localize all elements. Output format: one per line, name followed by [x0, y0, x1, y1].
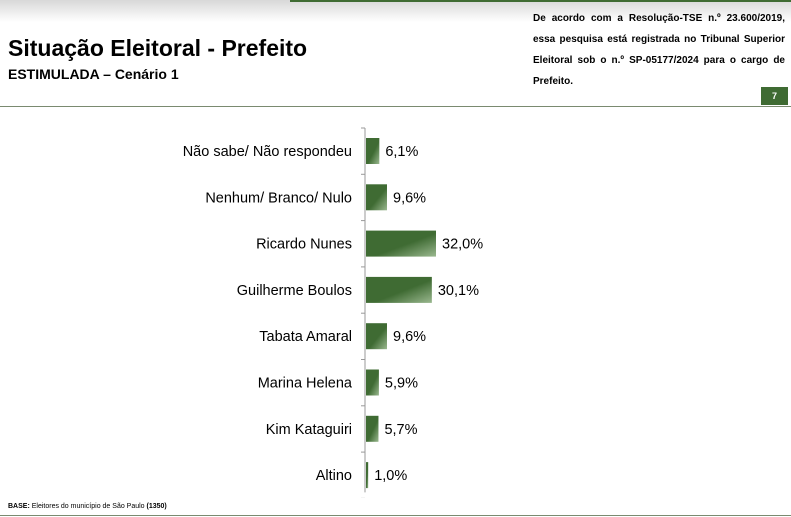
bar	[366, 230, 436, 257]
base-count: (1350)	[146, 503, 167, 510]
value-label: 9,6%	[393, 190, 426, 206]
header-accent-line	[290, 0, 791, 2]
bar	[366, 138, 380, 164]
bar	[366, 184, 387, 211]
page-subtitle: ESTIMULADA – Cenário 1	[8, 66, 179, 82]
header-divider	[0, 106, 791, 107]
page-title: Situação Eleitoral - Prefeito	[8, 35, 308, 61]
value-label: 32,0%	[442, 237, 483, 253]
value-label: 9,6%	[393, 329, 426, 345]
bar	[366, 462, 369, 489]
footer-divider	[0, 515, 791, 516]
category-label: Ricardo Nunes	[256, 237, 352, 253]
base-label: BASE:	[8, 503, 30, 510]
category-label: Guilherme Boulos	[237, 283, 352, 299]
header-fade	[0, 0, 791, 22]
category-label: Altino	[316, 468, 352, 484]
base-footnote: BASE: Eleitores do município de São Paul…	[8, 503, 167, 510]
category-label: Tabata Amaral	[259, 329, 352, 345]
value-label: 1,0%	[374, 468, 407, 484]
category-label: Não sabe/ Não respondeu	[183, 144, 352, 160]
category-label: Kim Kataguiri	[266, 422, 352, 438]
value-label: 5,9%	[385, 376, 418, 392]
registration-note: De acordo com a Resolução-TSE n.º 23.600…	[533, 13, 785, 87]
value-label: 6,1%	[385, 144, 418, 160]
category-label: Nenhum/ Branco/ Nulo	[205, 190, 352, 206]
bar	[366, 369, 379, 396]
page-number-badge: 7	[761, 87, 788, 105]
base-text: Eleitores do município de São Paulo	[29, 503, 147, 510]
bar	[366, 323, 387, 350]
bar-chart: Não sabe/ Não respondeu 6,1% Nenhum/ Branc…	[183, 127, 483, 498]
value-label: 30,1%	[438, 283, 479, 299]
value-label: 5,7%	[384, 422, 417, 438]
category-label: Marina Helena	[258, 376, 353, 392]
bar	[366, 276, 432, 303]
bar	[366, 415, 379, 442]
